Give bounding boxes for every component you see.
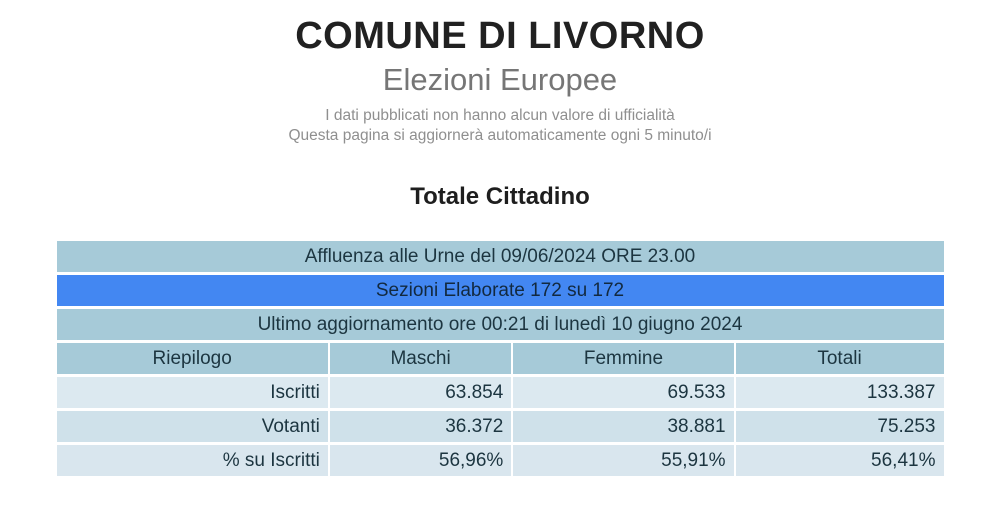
page-title: COMUNE DI LIVORNO — [295, 15, 705, 57]
disclaimer-line-1: I dati pubblicati non hanno alcun valore… — [325, 107, 675, 124]
votanti-maschi-value: 36.372 — [329, 411, 512, 442]
percent-maschi-value: 56,96% — [329, 445, 512, 476]
election-subtitle: Elezioni Europee — [382, 62, 618, 97]
iscritti-femmine-value: 69.533 — [513, 377, 734, 408]
election-results-page: COMUNE DI LIVORNO Elezioni Europee I dat… — [0, 14, 1000, 513]
table-row-votanti: Votanti 36.372 38.881 75.253 — [56, 411, 944, 442]
section-title: Totale Cittadino — [410, 183, 590, 210]
table-row-iscritti: Iscritti 63.854 69.533 133.387 — [56, 377, 944, 408]
sezioni-elaborate-label: Sezioni Elaborate 172 su 172 — [56, 275, 944, 306]
percent-totali-value: 56,41% — [735, 445, 944, 476]
table-header-row: Riepilogo Maschi Femmine Totali — [56, 343, 944, 374]
votanti-femmine-value: 38.881 — [513, 411, 734, 442]
row-label-percent-iscritti: % su Iscritti — [56, 445, 328, 476]
affluenza-row: Affluenza alle Urne del 09/06/2024 ORE 2… — [56, 241, 944, 272]
iscritti-maschi-value: 63.854 — [329, 377, 512, 408]
row-label-iscritti: Iscritti — [56, 377, 328, 408]
page-header: COMUNE DI LIVORNO Elezioni Europee I dat… — [0, 14, 1000, 146]
sezioni-elaborate-row: Sezioni Elaborate 172 su 172 — [56, 275, 944, 306]
percent-femmine-value: 55,91% — [513, 445, 734, 476]
column-header-femmine: Femmine — [513, 343, 734, 374]
column-header-riepilogo: Riepilogo — [56, 343, 328, 374]
iscritti-totali-value: 133.387 — [735, 377, 944, 408]
ultimo-aggiornamento-label: Ultimo aggiornamento ore 00:21 di lunedì… — [56, 309, 944, 340]
turnout-table: Affluenza alle Urne del 09/06/2024 ORE 2… — [55, 238, 946, 479]
column-header-totali: Totali — [735, 343, 944, 374]
votanti-totali-value: 75.253 — [735, 411, 944, 442]
ultimo-aggiornamento-row: Ultimo aggiornamento ore 00:21 di lunedì… — [56, 309, 944, 340]
column-header-maschi: Maschi — [329, 343, 512, 374]
affluenza-row-label: Affluenza alle Urne del 09/06/2024 ORE 2… — [56, 241, 944, 272]
table-row-percent-iscritti: % su Iscritti 56,96% 55,91% 56,41% — [56, 445, 944, 476]
row-label-votanti: Votanti — [56, 411, 328, 442]
disclaimer-line-2: Questa pagina si aggiornerà automaticame… — [288, 127, 712, 144]
disclaimer: I dati pubblicati non hanno alcun valore… — [0, 106, 1000, 146]
